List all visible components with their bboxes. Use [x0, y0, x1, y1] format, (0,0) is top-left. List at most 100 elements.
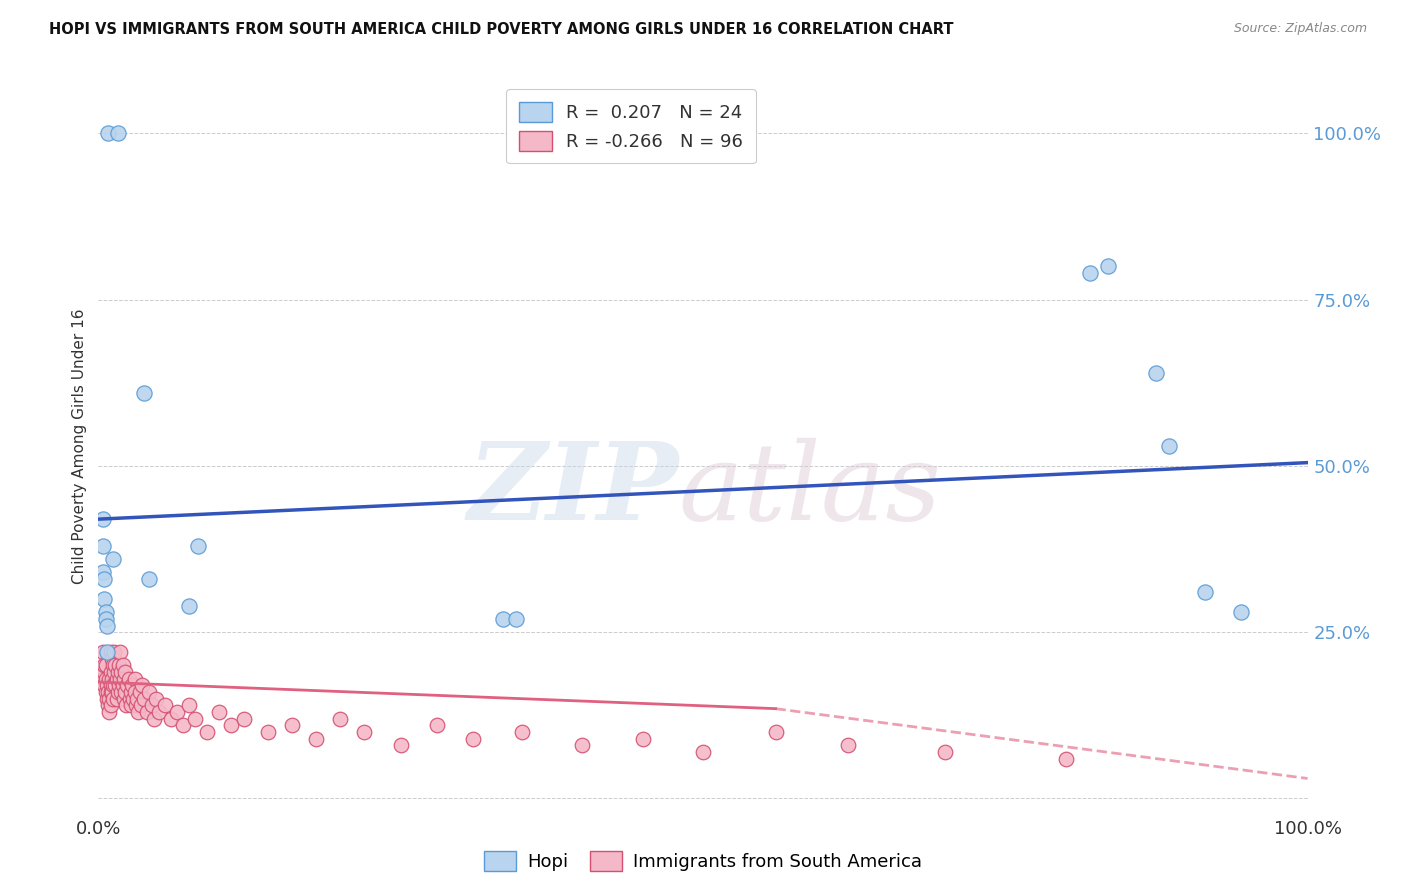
Point	[108, 672, 131, 686]
Point	[110, 665, 132, 679]
Point	[837, 738, 859, 752]
Point	[91, 566, 114, 580]
Text: HOPI VS IMMIGRANTS FROM SOUTH AMERICA CHILD POVERTY AMONG GIRLS UNDER 16 CORRELA: HOPI VS IMMIGRANTS FROM SOUTH AMERICA CH…	[49, 22, 953, 37]
Point	[91, 645, 114, 659]
Point	[93, 658, 115, 673]
Point	[108, 658, 131, 673]
Point	[105, 691, 128, 706]
Point	[692, 745, 714, 759]
Point	[505, 612, 527, 626]
Point	[166, 705, 188, 719]
Point	[100, 678, 122, 692]
Point	[91, 539, 114, 553]
Point	[134, 691, 156, 706]
Point	[100, 652, 122, 666]
Point	[96, 678, 118, 692]
Point	[96, 618, 118, 632]
Point	[120, 685, 142, 699]
Point	[125, 698, 148, 713]
Point	[112, 672, 135, 686]
Point	[124, 672, 146, 686]
Point	[103, 665, 125, 679]
Point	[138, 572, 160, 586]
Point	[131, 678, 153, 692]
Point	[187, 539, 209, 553]
Point	[389, 738, 412, 752]
Point	[1078, 266, 1101, 280]
Point	[100, 672, 122, 686]
Point	[112, 691, 135, 706]
Point	[107, 665, 129, 679]
Point	[101, 658, 124, 673]
Point	[1157, 439, 1180, 453]
Point	[100, 685, 122, 699]
Legend: Hopi, Immigrants from South America: Hopi, Immigrants from South America	[477, 844, 929, 879]
Point	[179, 599, 201, 613]
Point	[172, 718, 194, 732]
Legend: R =  0.207   N = 24, R = -0.266   N = 96: R = 0.207 N = 24, R = -0.266 N = 96	[506, 89, 755, 163]
Point	[93, 678, 115, 692]
Point	[94, 685, 117, 699]
Point	[571, 738, 593, 752]
Point	[107, 127, 129, 141]
Point	[463, 731, 485, 746]
Point	[97, 685, 120, 699]
Point	[128, 685, 150, 699]
Point	[1097, 260, 1119, 274]
Point	[115, 698, 138, 713]
Point	[353, 725, 375, 739]
Point	[94, 612, 117, 626]
Point	[98, 691, 121, 706]
Text: Source: ZipAtlas.com: Source: ZipAtlas.com	[1233, 22, 1367, 36]
Point	[934, 745, 956, 759]
Point	[127, 705, 149, 719]
Point	[631, 731, 654, 746]
Point	[124, 685, 146, 699]
Y-axis label: Child Poverty Among Girls Under 16: Child Poverty Among Girls Under 16	[72, 309, 87, 583]
Point	[184, 712, 207, 726]
Point	[100, 698, 122, 713]
Point	[93, 665, 115, 679]
Point	[221, 718, 243, 732]
Point	[104, 658, 127, 673]
Point	[118, 672, 141, 686]
Point	[765, 725, 787, 739]
Point	[141, 698, 163, 713]
Point	[94, 605, 117, 619]
Point	[120, 698, 142, 713]
Point	[281, 718, 304, 732]
Point	[93, 572, 115, 586]
Point	[100, 645, 122, 659]
Point	[153, 698, 176, 713]
Point	[208, 705, 231, 719]
Point	[1194, 585, 1216, 599]
Point	[160, 712, 183, 726]
Point	[122, 691, 145, 706]
Point	[510, 725, 533, 739]
Point	[256, 725, 278, 739]
Point	[329, 712, 352, 726]
Point	[101, 691, 124, 706]
Point	[195, 725, 218, 739]
Point	[1054, 751, 1077, 765]
Point	[108, 678, 131, 692]
Point	[135, 705, 157, 719]
Point	[111, 658, 134, 673]
Point	[91, 512, 114, 526]
Point	[96, 645, 118, 659]
Point	[121, 678, 143, 692]
Point	[145, 691, 167, 706]
Point	[101, 678, 124, 692]
Point	[110, 685, 132, 699]
Point	[108, 645, 131, 659]
Point	[179, 698, 201, 713]
Point	[127, 691, 149, 706]
Point	[96, 691, 118, 706]
Point	[118, 691, 141, 706]
Point	[98, 705, 121, 719]
Point	[91, 665, 114, 679]
Point	[97, 127, 120, 141]
Point	[114, 685, 136, 699]
Point	[107, 685, 129, 699]
Point	[97, 698, 120, 713]
